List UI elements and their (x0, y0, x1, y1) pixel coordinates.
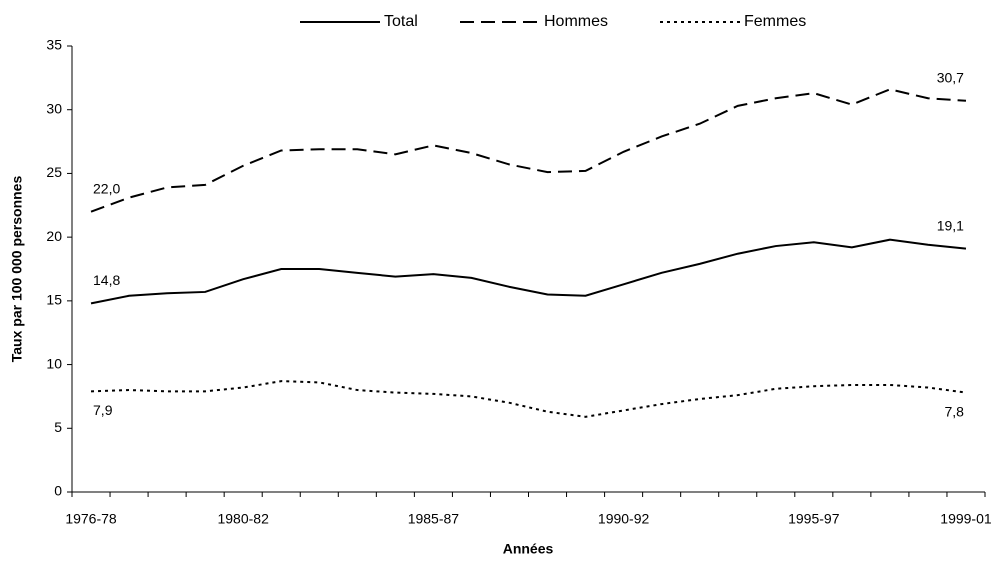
x-tick-label: 1995-97 (788, 511, 840, 527)
x-tick-label: 1976-78 (65, 511, 117, 527)
legend-label: Total (384, 13, 418, 30)
legend-label: Hommes (544, 13, 608, 30)
data-label: 19,1 (937, 217, 964, 233)
y-tick-label: 10 (46, 355, 62, 371)
data-label: 7,8 (945, 403, 965, 419)
x-axis-label: Années (503, 541, 554, 557)
y-tick-label: 5 (54, 419, 62, 435)
series-line (90, 238, 967, 305)
x-tick-label: 1985-87 (408, 511, 460, 527)
x-tick-label: 1999-01 (940, 511, 992, 527)
y-axis-label: Taux par 100 000 personnes (9, 176, 25, 363)
y-tick-label: 20 (46, 228, 62, 244)
data-label: 14,8 (93, 272, 120, 288)
x-tick-label: 1990-92 (598, 511, 650, 527)
data-label: 30,7 (937, 69, 964, 85)
y-tick-label: 30 (46, 100, 62, 116)
y-tick-label: 15 (46, 292, 62, 308)
y-tick-label: 0 (54, 483, 62, 499)
data-label: 7,9 (93, 402, 113, 418)
y-tick-label: 25 (46, 164, 62, 180)
y-tick-label: 35 (46, 37, 62, 53)
legend-label: Femmes (744, 13, 806, 30)
series-line (90, 88, 967, 213)
x-tick-label: 1980-82 (217, 511, 269, 527)
series-line (90, 380, 967, 418)
data-label: 22,0 (93, 180, 120, 196)
